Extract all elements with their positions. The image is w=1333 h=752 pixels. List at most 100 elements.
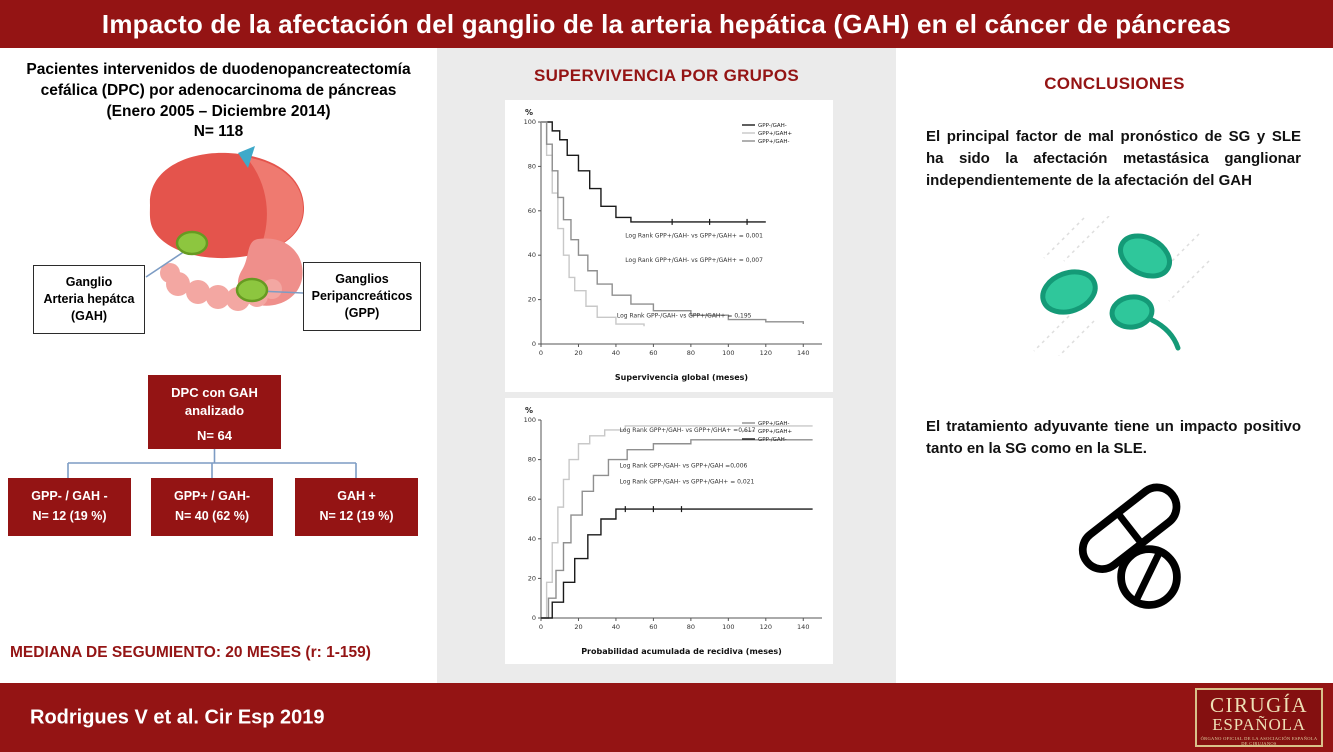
svg-text:GPP-/GAH-: GPP-/GAH- xyxy=(758,123,787,129)
flowchart-connectors xyxy=(67,449,357,478)
svg-text:60: 60 xyxy=(649,349,657,357)
hatch-pattern xyxy=(1033,216,1210,356)
page-title: Impacto de la afectación del ganglio de … xyxy=(101,8,1232,39)
svg-text:80: 80 xyxy=(527,162,535,170)
flow-child-label: GPP+ / GAH- xyxy=(173,489,251,503)
svg-text:20: 20 xyxy=(527,296,535,304)
svg-text:Probabilidad acumulada de reci: Probabilidad acumulada de recidiva (mese… xyxy=(581,647,782,656)
svg-text:60: 60 xyxy=(527,207,535,215)
gah-label-line: Ganglio xyxy=(65,275,113,289)
svg-text:20: 20 xyxy=(574,623,582,631)
svg-text:Supervivencia global (meses): Supervivencia global (meses) xyxy=(614,373,747,382)
svg-text:60: 60 xyxy=(527,495,535,503)
content-area: Pacientes intervenidos de duodenopancrea… xyxy=(0,48,1333,683)
title-banner: Impacto de la afectación del ganglio de … xyxy=(0,0,1333,48)
svg-text:0: 0 xyxy=(531,614,535,622)
survival-column: SUPERVIVENCIA POR GRUPOS 0 20 40 60 80 100 120… xyxy=(437,48,896,683)
flow-root-line: DPC con GAH xyxy=(171,385,258,400)
intro-line-1: Pacientes intervenidos de duodenopancrea… xyxy=(26,61,411,78)
flow-child-box-3: GAH + N= 12 (19 %) xyxy=(295,478,418,536)
journal-logo-line2: ESPAÑOLA xyxy=(1212,715,1306,735)
svg-text:100: 100 xyxy=(722,623,734,631)
lymph-nodes-icon xyxy=(1033,216,1210,356)
svg-text:40: 40 xyxy=(527,535,535,543)
pills-icon xyxy=(1078,483,1181,609)
citation: Rodrigues V et al. Cir Esp 2019 xyxy=(30,706,325,728)
svg-text:140: 140 xyxy=(797,349,809,357)
flow-child-n: N= 40 (62 %) xyxy=(175,509,249,523)
flow-child-label: GAH + xyxy=(337,489,376,503)
svg-text:100: 100 xyxy=(722,349,734,357)
study-description: Pacientes intervenidos de duodenopancrea… xyxy=(0,60,437,143)
svg-text:%: % xyxy=(525,108,533,117)
svg-text:%: % xyxy=(525,406,533,415)
flow-root-n: N= 64 xyxy=(196,428,233,444)
svg-text:20: 20 xyxy=(527,574,535,582)
recurrence-chart-panel: 0 20 40 60 80 100 120 140 0 20 40 60 80 100% Probabili… xyxy=(505,398,833,664)
flow-root-line: analizado xyxy=(184,403,245,419)
conclusions-column: CONCLUSIONES El principal factor de mal … xyxy=(896,48,1333,683)
intro-line-3: (Enero 2005 – Diciembre 2014) xyxy=(106,102,331,120)
gah-label-box: Ganglio Arteria hepátca (GAH) xyxy=(33,265,145,334)
svg-text:Log Rank GPP-/GAH- vs GPP+/GA: Log Rank GPP-/GAH- vs GPP+/GAH =0,006 xyxy=(619,463,747,470)
svg-text:GPP+/GAH-: GPP+/GAH- xyxy=(758,139,790,145)
gah-pointer-line xyxy=(145,248,189,278)
svg-text:Log Rank GPP+/GAH- vs GPP+/GA: Log Rank GPP+/GAH- vs GPP+/GAH+ = 0,001 xyxy=(625,232,763,239)
intro-line-2: cefálica (DPC) por adenocarcinoma de pán… xyxy=(40,81,397,99)
median-followup: MEDIANA DE SEGUMIENTO: 20 MESES (r: 1-15… xyxy=(10,644,371,661)
svg-text:40: 40 xyxy=(611,349,619,357)
recurrence-km-chart: 0 20 40 60 80 100 120 140 0 20 40 60 80 100% Probabili… xyxy=(523,406,822,656)
svg-text:GPP-/GAH-: GPP-/GAH- xyxy=(758,437,787,443)
svg-text:120: 120 xyxy=(759,349,771,357)
flow-child-n: N= 12 (19 %) xyxy=(319,509,394,523)
journal-logo-tagline: ÓRGANO OFICIAL DE LA ASOCIACIÓN ESPAÑOLA… xyxy=(1200,736,1318,747)
liver-pancreas-illustration xyxy=(145,146,305,311)
capsule xyxy=(1078,483,1181,573)
gah-node-icon xyxy=(175,230,209,256)
svg-text:100: 100 xyxy=(523,118,535,126)
flow-root-box: DPC con GAH analizado N= 64 xyxy=(148,375,281,449)
svg-text:60: 60 xyxy=(649,623,657,631)
cell-tail xyxy=(1149,317,1181,351)
conclusions-title: CONCLUSIONES xyxy=(1044,74,1185,93)
cell-1 xyxy=(1118,233,1172,279)
intro-line-4: N= 118 xyxy=(193,123,244,141)
flow-child-box-1: GPP- / GAH - N= 12 (19 %) xyxy=(8,478,131,536)
overall-survival-chart-panel: 0 20 40 60 80 100 120 140 0 20 40 60 80 100% Supervive… xyxy=(505,100,833,392)
svg-text:GPP+/GAH+: GPP+/GAH+ xyxy=(758,429,793,435)
svg-text:Log Rank GPP+/GAH- vs GPP+/GH: Log Rank GPP+/GAH- vs GPP+/GHA+ =0,617 xyxy=(619,427,755,434)
svg-text:0: 0 xyxy=(531,340,535,348)
svg-text:140: 140 xyxy=(797,623,809,631)
gpp-label-box: Ganglios Peripancreáticos (GPP) xyxy=(303,262,421,331)
svg-text:0: 0 xyxy=(538,349,542,357)
gallbladder-icon xyxy=(238,146,255,168)
liver-right-lobe xyxy=(246,157,304,253)
gah-label-line: (GAH) xyxy=(70,308,108,323)
cell-2 xyxy=(1040,269,1098,315)
gpp-label-line: Peripancreáticos xyxy=(311,288,413,303)
svg-text:GPP+/GAH-: GPP+/GAH- xyxy=(758,421,790,427)
flow-child-n: N= 12 (19 %) xyxy=(32,509,107,523)
svg-text:Log Rank GPP-/GAH- vs GPP+/GA: Log Rank GPP-/GAH- vs GPP+/GAH+ = 0,021 xyxy=(619,478,754,485)
gpp-node-icon xyxy=(235,277,269,303)
svg-text:100: 100 xyxy=(523,416,535,424)
overall-survival-km-chart: 0 20 40 60 80 100 120 140 0 20 40 60 80 100% Supervive… xyxy=(523,108,822,382)
survival-title: SUPERVIVENCIA POR GRUPOS xyxy=(533,66,800,85)
gpp-label-line: (GPP) xyxy=(344,305,380,320)
svg-text:Log Rank GPP+/GAH- vs GPP+/GA: Log Rank GPP+/GAH- vs GPP+/GAH+ = 0,007 xyxy=(625,257,763,264)
gah-label-line: Arteria hepátca xyxy=(43,291,135,306)
gpp-label-line: Ganglios xyxy=(335,272,389,286)
svg-text:80: 80 xyxy=(686,623,694,631)
conclusion-1: El principal factor de mal pronóstico de… xyxy=(926,128,1301,189)
svg-text:40: 40 xyxy=(527,251,535,259)
flow-child-label: GPP- / GAH - xyxy=(31,489,108,503)
journal-logo-line1: CIRUGÍA xyxy=(1210,693,1308,717)
svg-text:80: 80 xyxy=(527,456,535,464)
journal-logo: CIRUGÍA ESPAÑOLA ÓRGANO OFICIAL DE LA AS… xyxy=(1195,688,1323,747)
svg-text:Log Rank GPP-/GAH- vs GPP+/GA: Log Rank GPP-/GAH- vs GPP+/GAH+ = 0,195 xyxy=(616,312,751,319)
svg-text:20: 20 xyxy=(574,349,582,357)
svg-text:40: 40 xyxy=(611,623,619,631)
svg-text:80: 80 xyxy=(686,349,694,357)
svg-text:GPP+/GAH+: GPP+/GAH+ xyxy=(758,131,793,137)
